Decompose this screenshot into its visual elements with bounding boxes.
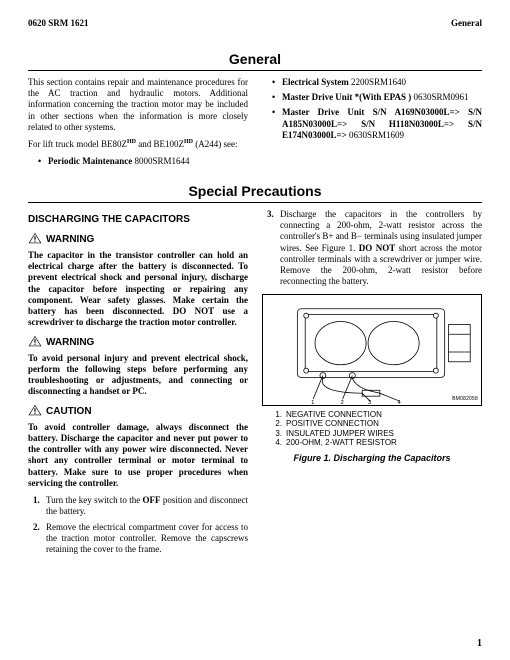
warning-1-text: The capacitor in the transistor controll… xyxy=(28,250,248,329)
discharging-heading: DISCHARGING THE CAPACITORS xyxy=(28,213,248,226)
warning-icon xyxy=(28,335,42,351)
warning-1-row: WARNING xyxy=(28,232,248,248)
right-bullet-1: Electrical System 2200SRM1640 xyxy=(272,77,482,88)
precautions-right: Discharge the capacitors in the controll… xyxy=(262,209,482,560)
figure-legend: 1.NEGATIVE CONNECTION 2.POSITIVE CONNECT… xyxy=(262,410,482,448)
right-bullet-2: Master Drive Unit *(With EPAS ) 0630SRM0… xyxy=(272,92,482,103)
intro-text: This section contains repair and mainten… xyxy=(28,77,248,133)
step-1: Turn the key switch to the OFF position … xyxy=(42,495,248,518)
general-right: Electrical System 2200SRM1640 Master Dri… xyxy=(262,77,482,172)
rule xyxy=(28,70,482,71)
steps-list: Turn the key switch to the OFF position … xyxy=(28,495,248,555)
title-precautions: Special Precautions xyxy=(28,182,482,200)
warning-2-text: To avoid personal injury and prevent ele… xyxy=(28,353,248,398)
header-left: 0620 SRM 1621 xyxy=(28,18,89,30)
figure-code: BM082058 xyxy=(452,396,478,403)
svg-text:3: 3 xyxy=(368,400,372,405)
caution-text: To avoid controller damage, always disco… xyxy=(28,422,248,490)
warning-label: WARNING xyxy=(46,233,94,246)
legend-1: 1.NEGATIVE CONNECTION xyxy=(274,410,482,420)
legend-3: 3.INSULATED JUMPER WIRES xyxy=(274,429,482,439)
legend-4: 4.200-OHM, 2-WATT RESISTOR xyxy=(274,438,482,448)
header-right: General xyxy=(451,18,482,30)
page-number: 1 xyxy=(477,637,482,650)
left-bullet-list: Periodic Maintenance 8000SRM1644 xyxy=(28,156,248,167)
warning-label: WARNING xyxy=(46,336,94,349)
models-line: For lift truck model BE80ZHD and BE100ZH… xyxy=(28,139,248,150)
figure-box: 1 2 3 4 BM082058 xyxy=(262,294,482,406)
left-bullet: Periodic Maintenance 8000SRM1644 xyxy=(38,156,248,167)
title-general: General xyxy=(28,50,482,68)
precautions-left: DISCHARGING THE CAPACITORS WARNING The c… xyxy=(28,209,248,560)
steps-right-list: Discharge the capacitors in the controll… xyxy=(262,209,482,288)
right-bullet-3: Master Drive Unit S/N A169N03000L=> S/N … xyxy=(272,107,482,141)
caution-icon xyxy=(28,404,42,420)
caution-label: CAUTION xyxy=(46,405,92,418)
svg-text:1: 1 xyxy=(311,400,314,405)
svg-text:2: 2 xyxy=(341,400,344,405)
general-columns: This section contains repair and mainten… xyxy=(28,77,482,172)
step-2: Remove the electrical compartment cover … xyxy=(42,522,248,556)
figure-svg: 1 2 3 4 xyxy=(263,295,481,405)
step-3: Discharge the capacitors in the controll… xyxy=(276,209,482,288)
precautions-columns: DISCHARGING THE CAPACITORS WARNING The c… xyxy=(28,209,482,560)
warning-2-row: WARNING xyxy=(28,335,248,351)
warning-icon xyxy=(28,232,42,248)
legend-2: 2.POSITIVE CONNECTION xyxy=(274,419,482,429)
figure-caption: Figure 1. Discharging the Capacitors xyxy=(262,453,482,465)
general-left: This section contains repair and mainten… xyxy=(28,77,248,172)
page-header: 0620 SRM 1621 General xyxy=(28,18,482,30)
caution-row: CAUTION xyxy=(28,404,248,420)
rule-2 xyxy=(28,202,482,203)
svg-text:4: 4 xyxy=(398,400,402,405)
right-bullet-list: Electrical System 2200SRM1640 Master Dri… xyxy=(262,77,482,141)
